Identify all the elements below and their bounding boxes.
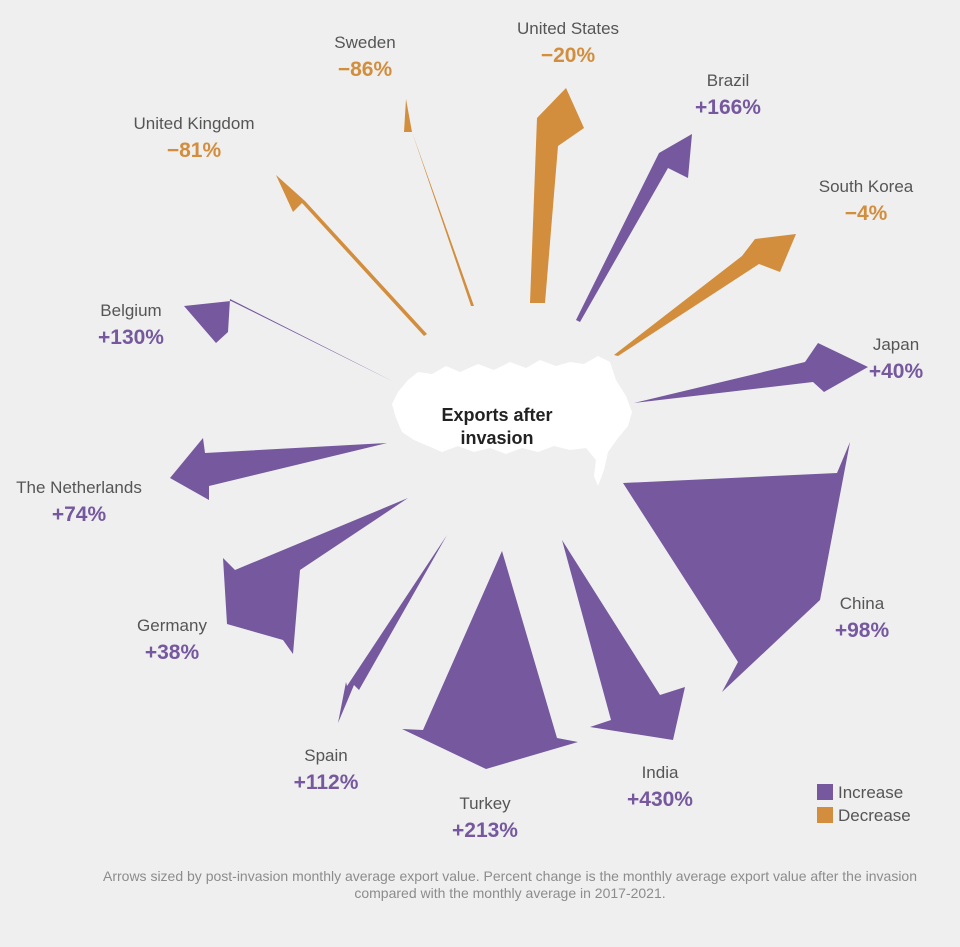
country-label-india: India xyxy=(642,763,679,782)
arrow-sweden xyxy=(404,99,474,306)
change-label-brazil: +166% xyxy=(695,96,761,119)
legend-swatch-increase xyxy=(817,784,833,800)
change-label-sweden: −86% xyxy=(338,58,393,81)
arrow-china xyxy=(623,442,850,692)
arrow-spain xyxy=(338,535,447,723)
country-label-united-states: United States xyxy=(517,19,619,38)
country-label-china: China xyxy=(840,594,885,613)
country-label-spain: Spain xyxy=(304,746,347,765)
change-label-germany: +38% xyxy=(145,641,200,664)
country-label-united-kingdom: United Kingdom xyxy=(134,114,255,133)
change-label-india: +430% xyxy=(627,788,693,811)
change-label-turkey: +213% xyxy=(452,819,518,842)
arrow-united-states xyxy=(530,88,584,303)
country-label-japan: Japan xyxy=(873,335,919,354)
change-label-spain: +112% xyxy=(294,771,359,794)
country-label-germany: Germany xyxy=(137,616,207,635)
country-label-brazil: Brazil xyxy=(707,71,750,90)
country-label-sweden: Sweden xyxy=(334,33,395,52)
arrow-brazil xyxy=(576,134,692,322)
footnote: Arrows sized by post-invasion monthly av… xyxy=(103,868,917,901)
arrow-japan xyxy=(634,343,868,403)
country-label-south-korea: South Korea xyxy=(819,177,914,196)
change-label-belgium: +130% xyxy=(98,326,164,349)
arrow-india xyxy=(562,540,685,740)
change-label-united-kingdom: −81% xyxy=(167,139,222,162)
change-label-south-korea: −4% xyxy=(845,202,888,225)
change-label-the-netherlands: +74% xyxy=(52,503,107,526)
legend-label-increase: Increase xyxy=(838,783,903,802)
legend-label-decrease: Decrease xyxy=(838,806,911,825)
country-label-the-netherlands: The Netherlands xyxy=(16,478,142,497)
country-label-belgium: Belgium xyxy=(100,301,161,320)
arrow-germany xyxy=(223,498,408,654)
arrow-belgium xyxy=(184,299,394,382)
center-label-line-2: invasion xyxy=(460,428,533,448)
change-label-japan: +40% xyxy=(869,360,924,383)
change-label-united-states: −20% xyxy=(541,44,596,67)
legend-swatch-decrease xyxy=(817,807,833,823)
center-label-line-1: Exports after xyxy=(441,405,552,425)
arrow-the-netherlands xyxy=(170,438,387,500)
arrow-south-korea xyxy=(614,234,796,356)
country-label-turkey: Turkey xyxy=(459,794,511,813)
arrow-turkey xyxy=(402,551,578,769)
arrow-united-kingdom xyxy=(276,175,427,336)
change-label-china: +98% xyxy=(835,619,890,642)
russia-map-shape xyxy=(392,356,632,486)
